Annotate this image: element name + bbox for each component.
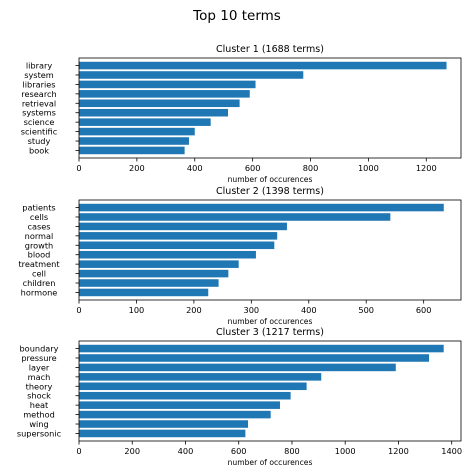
category-label: research bbox=[21, 89, 56, 99]
category-label: growth bbox=[25, 240, 54, 250]
category-label: book bbox=[29, 145, 49, 155]
bar-theory bbox=[79, 382, 307, 391]
x-axis-label: number of occurences bbox=[228, 175, 313, 184]
x-tick-label: 1200 bbox=[416, 163, 437, 173]
category-label: mach bbox=[28, 372, 51, 382]
bar-cases bbox=[79, 222, 287, 231]
category-label: cell bbox=[32, 269, 46, 279]
axes-frame bbox=[78, 57, 462, 159]
bar-systems bbox=[79, 108, 229, 117]
x-tick-label: 600 bbox=[416, 305, 432, 315]
category-label: method bbox=[23, 410, 55, 420]
chart-title: Cluster 2 (1398 terms) bbox=[216, 186, 324, 197]
category-label: normal bbox=[25, 231, 54, 241]
x-tick-label: 0 bbox=[76, 305, 81, 315]
chart-panel-2: Cluster 2 (1398 terms) patientscellscases… bbox=[18, 186, 462, 326]
x-tick-label: 200 bbox=[129, 163, 145, 173]
x-tick-label: 1200 bbox=[388, 446, 409, 456]
category-label: scientific bbox=[21, 127, 57, 137]
category-label: library bbox=[26, 61, 52, 71]
bar-blood bbox=[79, 250, 256, 259]
category-label: patients bbox=[22, 203, 55, 213]
chart-title: Cluster 1 (1688 terms) bbox=[216, 44, 324, 55]
x-tick-label: 800 bbox=[284, 446, 300, 456]
x-tick-label: 800 bbox=[303, 163, 319, 173]
bar-scientific bbox=[79, 127, 195, 136]
x-tick-label: 1000 bbox=[358, 163, 379, 173]
category-label: layer bbox=[29, 362, 50, 372]
bar-treatment bbox=[79, 260, 239, 268]
bar-patients bbox=[79, 203, 444, 212]
x-tick-label: 0 bbox=[76, 163, 81, 173]
bar-cells bbox=[79, 213, 391, 221]
bar-science bbox=[79, 118, 211, 126]
bar-layer bbox=[79, 363, 396, 372]
category-label: shock bbox=[27, 391, 51, 401]
bar-pressure bbox=[79, 354, 430, 362]
bar-book bbox=[79, 146, 185, 155]
x-axis-label: number of occurences bbox=[228, 317, 313, 326]
x-tick-label: 300 bbox=[244, 305, 260, 315]
bar-system bbox=[79, 71, 304, 79]
x-tick-label: 500 bbox=[358, 305, 374, 315]
x-tick-label: 400 bbox=[187, 163, 203, 173]
category-label: retrieval bbox=[22, 98, 56, 108]
category-label: treatment bbox=[18, 259, 60, 269]
category-label: wing bbox=[29, 419, 48, 429]
x-tick-label: 1000 bbox=[335, 446, 356, 456]
category-label: theory bbox=[26, 381, 53, 391]
bar-retrieval bbox=[79, 99, 240, 108]
category-label: boundary bbox=[19, 344, 58, 354]
category-label: heat bbox=[30, 400, 49, 410]
x-tick-label: 600 bbox=[245, 163, 261, 173]
bar-hormone bbox=[79, 288, 209, 297]
axes-frame bbox=[78, 340, 462, 442]
x-tick-label: 200 bbox=[124, 446, 140, 456]
bar-boundary bbox=[79, 344, 444, 353]
category-label: supersonic bbox=[17, 428, 61, 438]
bar-library bbox=[79, 61, 447, 70]
category-label: cells bbox=[30, 212, 48, 222]
category-label: hormone bbox=[21, 287, 58, 297]
x-tick-label: 400 bbox=[301, 305, 317, 315]
bar-heat bbox=[79, 401, 280, 409]
bar-growth bbox=[79, 241, 275, 250]
bar-study bbox=[79, 137, 189, 145]
chart-panel-3: Cluster 3 (1217 terms) boundarypressurela… bbox=[17, 327, 462, 467]
bar-supersonic bbox=[79, 429, 246, 438]
chart-title: Cluster 3 (1217 terms) bbox=[216, 327, 324, 338]
x-tick-label: 100 bbox=[129, 305, 145, 315]
x-axis-label: number of occurences bbox=[228, 458, 313, 467]
category-label: systems bbox=[22, 108, 56, 118]
chart-panel-1: Cluster 1 (1688 terms) librarysystemlibra… bbox=[21, 44, 462, 184]
category-label: libraries bbox=[22, 79, 55, 89]
x-tick-label: 400 bbox=[178, 446, 194, 456]
category-label: system bbox=[24, 70, 54, 80]
category-label: children bbox=[23, 278, 56, 288]
category-label: blood bbox=[28, 250, 51, 260]
bar-shock bbox=[79, 391, 291, 400]
bar-method bbox=[79, 410, 271, 419]
category-label: science bbox=[24, 117, 55, 127]
x-tick-label: 0 bbox=[76, 446, 81, 456]
x-tick-label: 200 bbox=[186, 305, 202, 315]
figure-title: Top 10 terms bbox=[192, 8, 281, 24]
category-label: cases bbox=[27, 221, 50, 231]
category-label: pressure bbox=[21, 353, 56, 363]
axes-frame bbox=[78, 199, 462, 301]
bar-wing bbox=[79, 420, 249, 428]
bar-cell bbox=[79, 269, 229, 278]
bar-children bbox=[79, 279, 219, 287]
bar-normal bbox=[79, 232, 278, 240]
bar-libraries bbox=[79, 80, 256, 89]
x-tick-label: 600 bbox=[231, 446, 247, 456]
bar-research bbox=[79, 90, 250, 98]
bar-mach bbox=[79, 373, 322, 381]
category-label: study bbox=[28, 136, 51, 146]
x-tick-label: 1400 bbox=[441, 446, 462, 456]
